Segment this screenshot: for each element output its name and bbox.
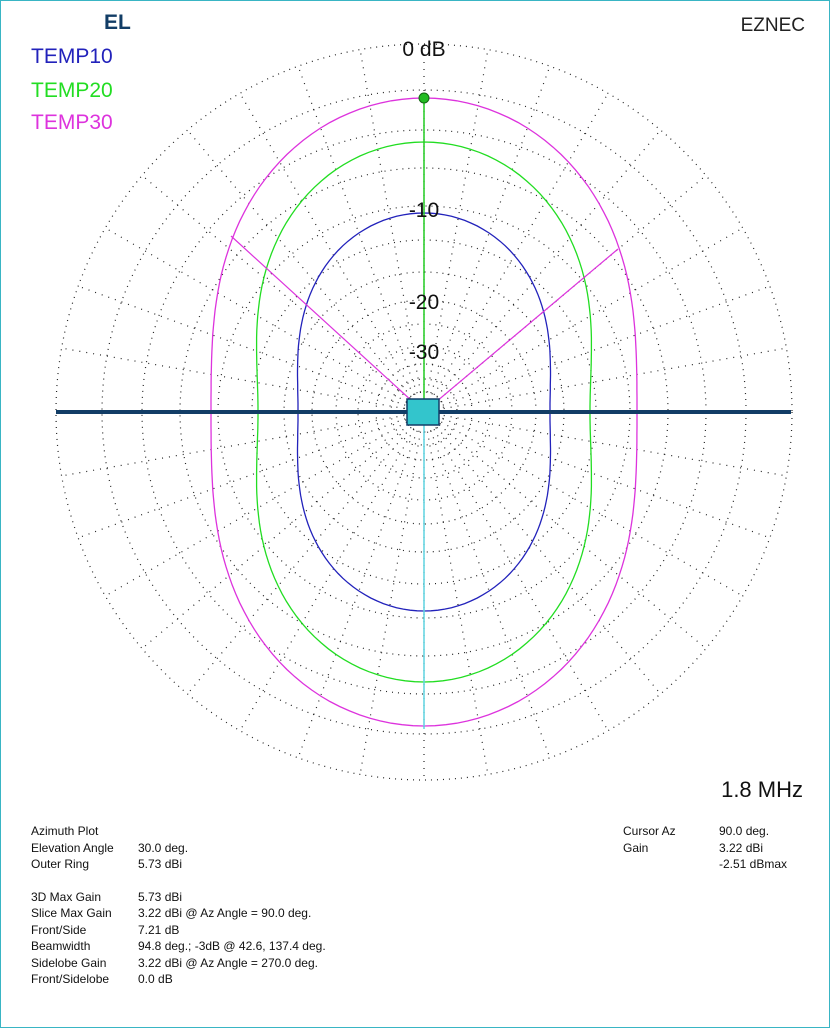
antenna-marker xyxy=(406,398,440,426)
info-value: 94.8 deg.; -3dB @ 42.6, 137.4 deg. xyxy=(138,939,326,953)
beamwidth-line xyxy=(423,248,619,413)
cursor-dot xyxy=(418,92,430,104)
grid-spoke xyxy=(441,227,743,403)
grid-spoke xyxy=(433,429,609,731)
ring-label: 0 dB xyxy=(402,38,445,61)
grid-spoke xyxy=(61,347,405,410)
info-row: Beamwidth 94.8 deg.; -3dB @ 42.6, 137.4 d… xyxy=(31,938,326,955)
info-row: Slice Max Gain 3.22 dBi @ Az Angle = 90.0… xyxy=(31,905,326,922)
info-key: Gain xyxy=(623,840,649,855)
info-value: 3.22 dBi @ Az Angle = 90.0 deg. xyxy=(138,906,312,920)
grid-ring xyxy=(55,43,793,781)
grid-spoke xyxy=(186,426,412,695)
info-row: Sidelobe Gain 3.22 dBi @ Az Angle = 270.0… xyxy=(31,955,326,972)
grid-spoke xyxy=(430,430,551,759)
info-row: Azimuth Plot xyxy=(31,823,326,840)
info-row: -2.51 dBmax xyxy=(623,856,787,873)
info-row: 3D Max Gain 5.73 dBi xyxy=(31,889,326,906)
legend-entry: TEMP30 xyxy=(31,111,113,134)
grid-spoke xyxy=(77,285,406,406)
grid-spoke xyxy=(442,418,771,539)
info-value: 7.21 dB xyxy=(138,922,180,937)
grid-spoke xyxy=(105,421,407,597)
info-key: Beamwidth xyxy=(31,939,91,953)
info-value: 3.22 dBi xyxy=(719,840,764,855)
info-key xyxy=(623,856,719,873)
info-value: 90.0 deg. xyxy=(719,824,770,838)
info-value: 5.73 dBi xyxy=(138,889,183,904)
grid-spoke xyxy=(77,418,406,539)
grid-spoke xyxy=(436,426,662,695)
ring-label: -10 xyxy=(409,199,439,222)
info-key: Front/Sidelobe xyxy=(31,972,110,986)
beamwidth-line xyxy=(230,235,425,413)
info-key: Cursor Az xyxy=(623,824,676,838)
grid-spoke xyxy=(443,347,787,410)
info-row: Elevation Angle 30.0 deg. xyxy=(31,840,326,857)
grid-spoke xyxy=(297,65,418,394)
grid-spoke xyxy=(438,424,707,650)
info-key: Azimuth Plot xyxy=(31,824,99,838)
grid-spoke xyxy=(186,129,412,398)
info-key: Sidelobe Gain xyxy=(31,955,107,970)
plot-type: EL xyxy=(104,11,131,34)
info-key: Outer Ring xyxy=(31,857,90,871)
info-key: Front/Side xyxy=(31,922,87,937)
info-value: 30.0 deg. xyxy=(138,840,189,855)
grid-spoke xyxy=(436,129,662,398)
grid-spoke xyxy=(61,414,405,477)
legend-entry: TEMP20 xyxy=(31,79,113,102)
info-key: Slice Max Gain xyxy=(31,906,112,920)
grid-spoke xyxy=(430,65,551,394)
grid-spoke xyxy=(442,285,771,406)
grid-spoke xyxy=(443,414,787,477)
info-value: 0.0 dB xyxy=(138,972,173,986)
ring-label: -30 xyxy=(409,341,439,364)
info-row: Front/Side 7.21 dB xyxy=(31,922,326,939)
frequency: 1.8 MHz xyxy=(721,777,803,801)
grid-spoke xyxy=(297,430,418,759)
info-row: Gain 3.22 dBi xyxy=(623,840,787,857)
info-key: Elevation Angle xyxy=(31,840,114,855)
legend-entry: TEMP10 xyxy=(31,45,113,68)
info-key: 3D Max Gain xyxy=(31,889,102,904)
info-value: 5.73 dBi xyxy=(138,857,183,871)
polar-plot: EL EZNEC TEMP10 TEMP20 TEMP30 0 dB -10 -… xyxy=(31,11,805,801)
grid-spoke xyxy=(239,93,415,395)
grid-spoke xyxy=(141,174,410,400)
info-right: Cursor Az 90.0 deg. Gain 3.22 dBi -2.51 dBma… xyxy=(623,823,787,873)
ring-label: -20 xyxy=(409,291,439,314)
info-row: Outer Ring 5.73 dBi xyxy=(31,856,326,873)
brand: EZNEC xyxy=(741,15,805,36)
info-row: Cursor Az 90.0 deg. xyxy=(623,823,787,840)
info-value: -2.51 dBmax xyxy=(719,857,788,871)
info-left: Azimuth Plot Elevation Angle 30.0 deg. Oute… xyxy=(31,823,326,988)
grid-spoke xyxy=(141,424,410,650)
info-row: Front/Sidelobe 0.0 dB xyxy=(31,971,326,988)
info-value: 3.22 dBi @ Az Angle = 270.0 deg. xyxy=(138,955,318,970)
